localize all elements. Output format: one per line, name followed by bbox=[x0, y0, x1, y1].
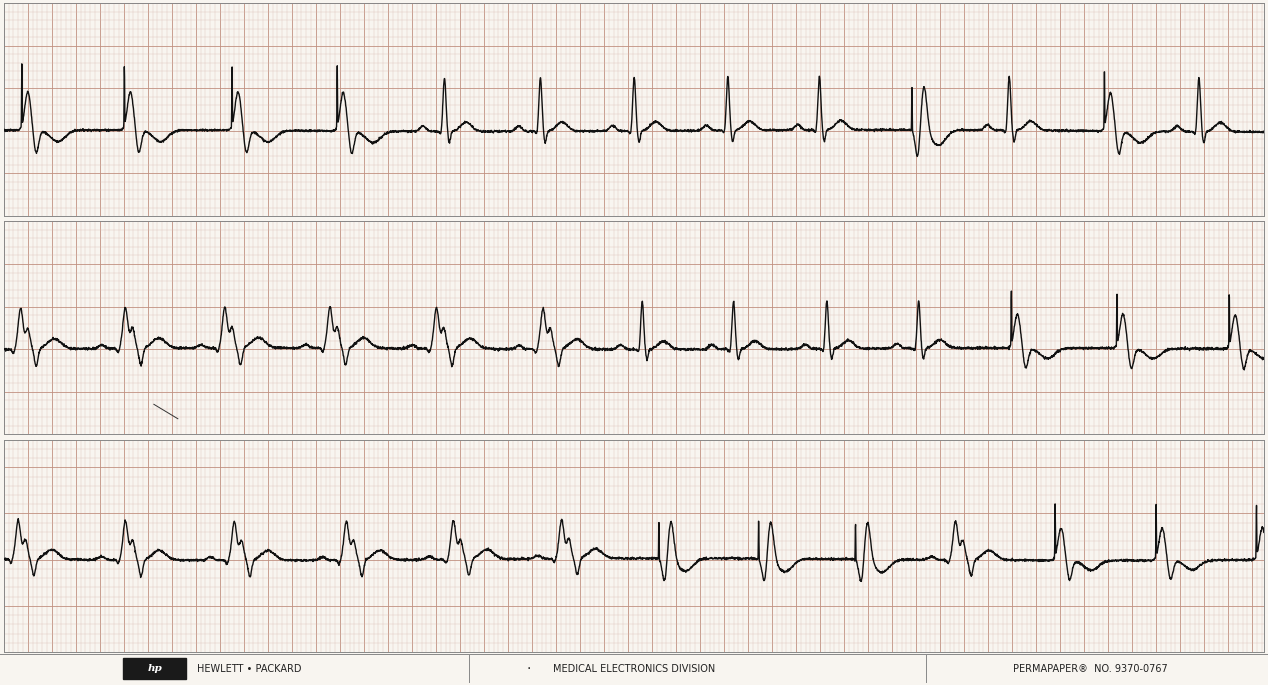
FancyBboxPatch shape bbox=[123, 658, 186, 680]
Text: PERMAPAPER®  NO. 9370-0767: PERMAPAPER® NO. 9370-0767 bbox=[1013, 664, 1168, 673]
Text: MEDICAL ELECTRONICS DIVISION: MEDICAL ELECTRONICS DIVISION bbox=[553, 664, 715, 673]
Text: ·: · bbox=[526, 662, 530, 675]
Text: hp: hp bbox=[147, 664, 162, 673]
Text: HEWLETT • PACKARD: HEWLETT • PACKARD bbox=[197, 664, 301, 673]
